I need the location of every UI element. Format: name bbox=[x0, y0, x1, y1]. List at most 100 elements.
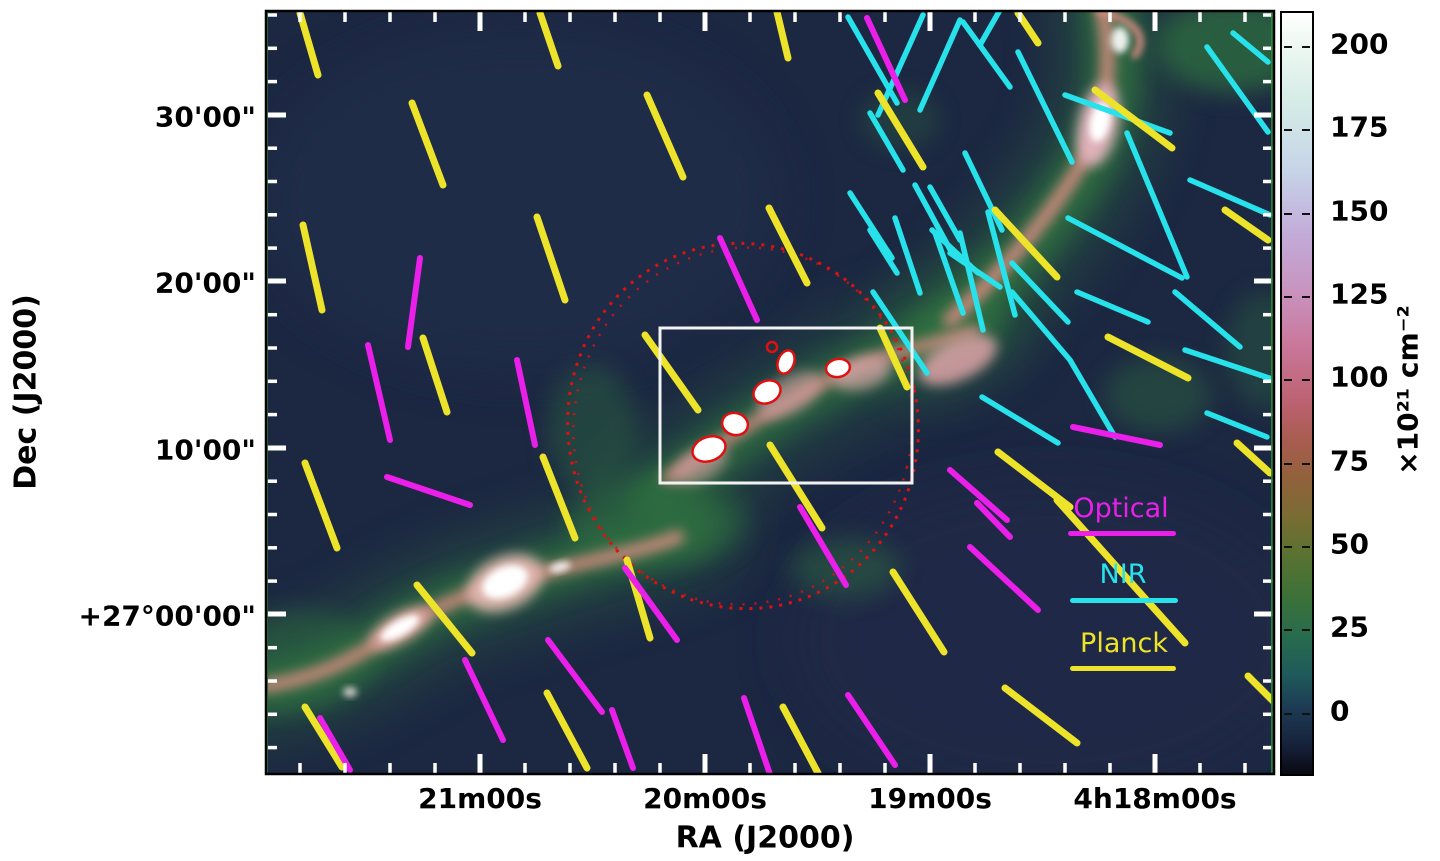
optical-vector bbox=[384, 474, 473, 508]
nir-vector bbox=[1009, 289, 1073, 363]
colorbar-tick-label: 50 bbox=[1330, 527, 1369, 561]
optical-vector bbox=[365, 342, 393, 443]
legend-planck-line bbox=[1070, 666, 1176, 671]
nir-vector bbox=[847, 190, 895, 261]
planck-vector bbox=[299, 221, 326, 314]
y-tick-label: 30'00" bbox=[154, 100, 256, 134]
x-tick-label: 21m00s bbox=[418, 782, 542, 815]
optical-vector bbox=[974, 500, 1013, 540]
optical-vectors bbox=[317, 15, 1163, 775]
planck-vector bbox=[991, 206, 1061, 281]
planck-vector bbox=[1244, 672, 1275, 706]
planck-vector bbox=[1104, 333, 1192, 382]
nir-vector bbox=[1230, 30, 1271, 65]
colorbar-tick-label: 175 bbox=[1330, 110, 1389, 144]
nir-vector bbox=[875, 12, 926, 118]
colorbar-tick bbox=[1284, 46, 1292, 48]
planck-vector bbox=[765, 204, 811, 287]
x-tick-label: 19m00s bbox=[868, 782, 992, 815]
planck-vector bbox=[779, 703, 823, 775]
y-tick-label: 20'00" bbox=[154, 266, 256, 300]
planck-vector bbox=[419, 334, 451, 416]
planck-vector bbox=[773, 10, 792, 62]
planck-vector bbox=[408, 99, 447, 189]
nir-vector bbox=[1015, 49, 1075, 165]
colorbar-tick bbox=[1302, 546, 1310, 548]
colorbar-tick bbox=[1284, 463, 1292, 465]
planck-vector bbox=[1221, 206, 1272, 244]
planck-vector bbox=[296, 10, 322, 79]
nir-vector bbox=[932, 230, 966, 316]
nir-vector bbox=[927, 184, 963, 243]
optical-vector bbox=[317, 715, 353, 773]
legend-optical-label: Optical bbox=[1073, 493, 1169, 524]
planck-vector bbox=[889, 568, 948, 656]
y-tick-label: +27°00'00" bbox=[78, 599, 256, 633]
colorbar-tick bbox=[1284, 629, 1292, 631]
planck-vector bbox=[1053, 496, 1189, 647]
optical-vector bbox=[545, 637, 605, 715]
nir-vector bbox=[985, 209, 1018, 318]
nir-vector bbox=[892, 215, 923, 296]
planck-vector bbox=[766, 441, 826, 532]
planck-vector bbox=[643, 91, 687, 181]
colorbar-tick bbox=[1302, 713, 1310, 715]
nir-vector bbox=[917, 17, 963, 113]
dense-core bbox=[824, 357, 852, 379]
axis-ticks bbox=[266, 11, 1274, 774]
dense-core bbox=[752, 379, 782, 405]
red-contour-ring bbox=[566, 241, 920, 611]
colorbar-tick-label: 0 bbox=[1330, 694, 1350, 728]
planck-vector bbox=[1233, 439, 1274, 477]
x-axis-title: RA (J2000) bbox=[675, 820, 855, 856]
nir-vector bbox=[1062, 92, 1173, 136]
colorbar-tick bbox=[1284, 713, 1292, 715]
colorbar-tick bbox=[1284, 296, 1292, 298]
background-haze bbox=[790, 480, 1275, 775]
nir-vector bbox=[867, 227, 900, 276]
colorbar-tick bbox=[1284, 129, 1292, 131]
colorbar-tick-label: 150 bbox=[1330, 194, 1389, 228]
nir-vector bbox=[929, 227, 981, 276]
nir-vector bbox=[1065, 215, 1185, 281]
colorbar-tick-label: 75 bbox=[1330, 444, 1369, 478]
red-contour bbox=[572, 246, 914, 606]
x-tick-label: 4h18m00s bbox=[1073, 782, 1237, 815]
optical-vector bbox=[1070, 424, 1163, 448]
colorbar bbox=[1280, 11, 1314, 776]
dense-core bbox=[776, 349, 796, 375]
optical-vector bbox=[717, 235, 760, 323]
y-tick-label: 10'00" bbox=[154, 433, 256, 467]
optical-vector bbox=[609, 707, 636, 771]
planck-vector bbox=[539, 453, 579, 542]
optical-vector bbox=[405, 255, 423, 350]
optical-vector bbox=[462, 657, 506, 743]
nir-vector bbox=[867, 110, 906, 173]
nir-vector bbox=[957, 230, 986, 333]
small-red-contour bbox=[765, 340, 779, 354]
colorbar-tick bbox=[1302, 629, 1310, 631]
planck-vector bbox=[536, 10, 562, 70]
colorbar-tick bbox=[1302, 129, 1310, 131]
nir-vector bbox=[960, 19, 1013, 90]
nir-vector bbox=[1124, 130, 1190, 280]
nir-vector bbox=[1204, 410, 1270, 440]
nir-vector bbox=[962, 150, 1005, 233]
nir-vector bbox=[979, 394, 1061, 446]
colorbar-tick bbox=[1302, 296, 1310, 298]
zoom-box bbox=[658, 326, 914, 485]
nir-vector bbox=[1172, 289, 1243, 350]
legend-optical-line bbox=[1068, 531, 1176, 536]
nir-vector bbox=[977, 10, 1003, 48]
colorbar-unit-label: ×10²¹ cm⁻² bbox=[1391, 305, 1425, 475]
optical-vector bbox=[967, 544, 1041, 613]
red-contour bbox=[566, 241, 920, 611]
colorbar-tick-label: 100 bbox=[1330, 360, 1389, 394]
dense-cores bbox=[691, 340, 852, 463]
nir-vector bbox=[1182, 347, 1275, 383]
planck-vector bbox=[876, 324, 911, 391]
planck-vector bbox=[413, 581, 476, 657]
planck-vector bbox=[1091, 86, 1176, 152]
